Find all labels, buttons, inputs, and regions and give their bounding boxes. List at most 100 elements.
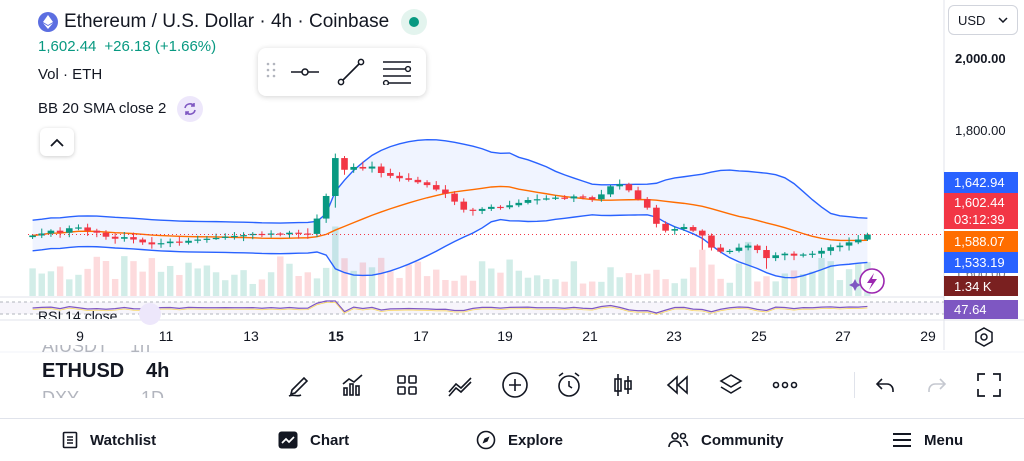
fib-retracement-icon[interactable] bbox=[380, 55, 414, 89]
bb-legend-label: BB 20 SMA close 2 bbox=[38, 99, 167, 117]
more-dots-icon[interactable] bbox=[768, 368, 802, 402]
volume-bar bbox=[772, 281, 779, 296]
price-axis-label: 1,800.00 bbox=[955, 123, 1006, 138]
volume-bar bbox=[332, 226, 339, 296]
volume-bar bbox=[598, 281, 605, 296]
undo-icon[interactable] bbox=[868, 368, 902, 402]
trend-line-icon[interactable] bbox=[334, 55, 368, 89]
symbol-next-name: DXY bbox=[42, 388, 80, 398]
candle-body bbox=[130, 237, 137, 240]
candle-body bbox=[579, 196, 587, 198]
drawing-floating-toolbar[interactable] bbox=[258, 48, 426, 96]
volume-bar bbox=[359, 262, 367, 296]
candle-body bbox=[47, 230, 55, 234]
horizontal-ray-icon[interactable] bbox=[288, 55, 322, 89]
refresh-icon[interactable] bbox=[176, 96, 203, 122]
date-axis-label: 21 bbox=[582, 328, 598, 344]
candle-body bbox=[231, 235, 238, 238]
fullscreen-icon[interactable] bbox=[972, 368, 1006, 402]
date-axis-label: 11 bbox=[158, 328, 174, 344]
layout-grid-icon[interactable] bbox=[390, 368, 424, 402]
sparkle-icon bbox=[849, 279, 861, 291]
candle-body bbox=[322, 195, 330, 219]
candle-body bbox=[634, 190, 642, 200]
volume-bar bbox=[607, 267, 614, 296]
volume-bar bbox=[818, 258, 825, 296]
candle-body bbox=[506, 205, 513, 208]
candle-body bbox=[497, 206, 504, 209]
symbol-switcher[interactable]: AIUSDT 1h ETHUSD 4h DXY 1D bbox=[42, 345, 169, 398]
indicators-icon[interactable] bbox=[336, 368, 370, 402]
draw-pen-icon[interactable] bbox=[282, 368, 316, 402]
candle-body bbox=[845, 242, 853, 246]
nav-menu[interactable]: Menu bbox=[892, 432, 963, 449]
candle-body bbox=[726, 250, 734, 253]
currency-select[interactable]: USD bbox=[948, 5, 1018, 35]
candle-body bbox=[350, 166, 357, 170]
candle-body bbox=[29, 235, 36, 238]
candle-body bbox=[460, 201, 468, 210]
volume-bar bbox=[552, 279, 559, 296]
candle-body bbox=[396, 175, 403, 179]
candle-body bbox=[552, 197, 559, 199]
volume-bar bbox=[662, 279, 669, 296]
candle-body bbox=[680, 227, 688, 230]
symbol-next[interactable]: DXY 1D bbox=[42, 386, 169, 398]
volume-bar bbox=[295, 276, 302, 296]
layers-icon[interactable] bbox=[714, 368, 748, 402]
volume-bar bbox=[111, 278, 119, 296]
candle-body bbox=[543, 198, 550, 200]
last-price-tag: 1,602.44 03:12:39 bbox=[944, 193, 1018, 229]
candle-body bbox=[368, 166, 376, 169]
nav-menu-label: Menu bbox=[924, 431, 964, 449]
candle-body bbox=[643, 199, 651, 208]
volume-bar bbox=[414, 261, 422, 296]
volume-bar bbox=[66, 279, 73, 296]
candle-body bbox=[341, 158, 348, 170]
bb-lower-tag: 1,533.19 bbox=[944, 252, 1018, 273]
candle-body bbox=[754, 245, 761, 251]
market-open-icon[interactable] bbox=[401, 9, 428, 35]
volume-bar bbox=[561, 281, 568, 296]
symbol-legend[interactable]: Ethereum / U.S. Dollar · 4h · Coinbase bbox=[38, 9, 428, 35]
symbol-current[interactable]: ETHUSD 4h bbox=[42, 356, 169, 386]
candle-body bbox=[121, 237, 128, 239]
candlestick-type-icon[interactable] bbox=[606, 368, 640, 402]
nav-chart[interactable]: Chart bbox=[278, 431, 349, 449]
volume-bar bbox=[616, 277, 623, 296]
candle-body bbox=[487, 206, 495, 209]
collapse-legend-button[interactable] bbox=[40, 128, 74, 156]
volume-bar bbox=[845, 269, 853, 296]
volume-bar bbox=[139, 271, 146, 296]
symbol-prev-timeframe: 1h bbox=[130, 345, 151, 356]
rsi-legend[interactable]: RSI 14 close bbox=[38, 305, 117, 319]
drag-handle-icon[interactable] bbox=[266, 62, 276, 83]
volume-legend[interactable]: Vol · ETH bbox=[38, 66, 103, 83]
nav-explore[interactable]: Explore bbox=[476, 430, 563, 450]
volume-bar bbox=[212, 272, 220, 296]
volume-bar bbox=[488, 268, 495, 296]
candle-body bbox=[423, 182, 431, 186]
add-plus-icon[interactable] bbox=[498, 368, 532, 402]
volume-bar bbox=[855, 263, 862, 296]
rsi-tag: 47.64 bbox=[944, 300, 1018, 319]
community-icon bbox=[668, 432, 689, 448]
date-axis-label: 9 bbox=[76, 328, 84, 344]
candle-body bbox=[478, 208, 486, 211]
candle-body bbox=[763, 250, 770, 259]
lightning-icon bbox=[867, 273, 877, 290]
candle-body bbox=[561, 197, 568, 199]
chart-settings-button[interactable] bbox=[973, 326, 995, 353]
compare-icon[interactable] bbox=[444, 368, 478, 402]
rsi-line bbox=[32, 300, 868, 314]
candle-body bbox=[451, 193, 458, 202]
candle-body bbox=[203, 238, 211, 240]
redo-icon[interactable] bbox=[920, 368, 954, 402]
alert-clock-icon[interactable] bbox=[552, 368, 586, 402]
replay-icon[interactable] bbox=[660, 368, 694, 402]
nav-watchlist[interactable]: Watchlist bbox=[62, 431, 156, 449]
symbol-prev[interactable]: AIUSDT 1h bbox=[42, 345, 169, 356]
bb-legend[interactable]: BB 20 SMA close 2 bbox=[38, 96, 203, 122]
nav-community[interactable]: Community bbox=[667, 431, 784, 449]
